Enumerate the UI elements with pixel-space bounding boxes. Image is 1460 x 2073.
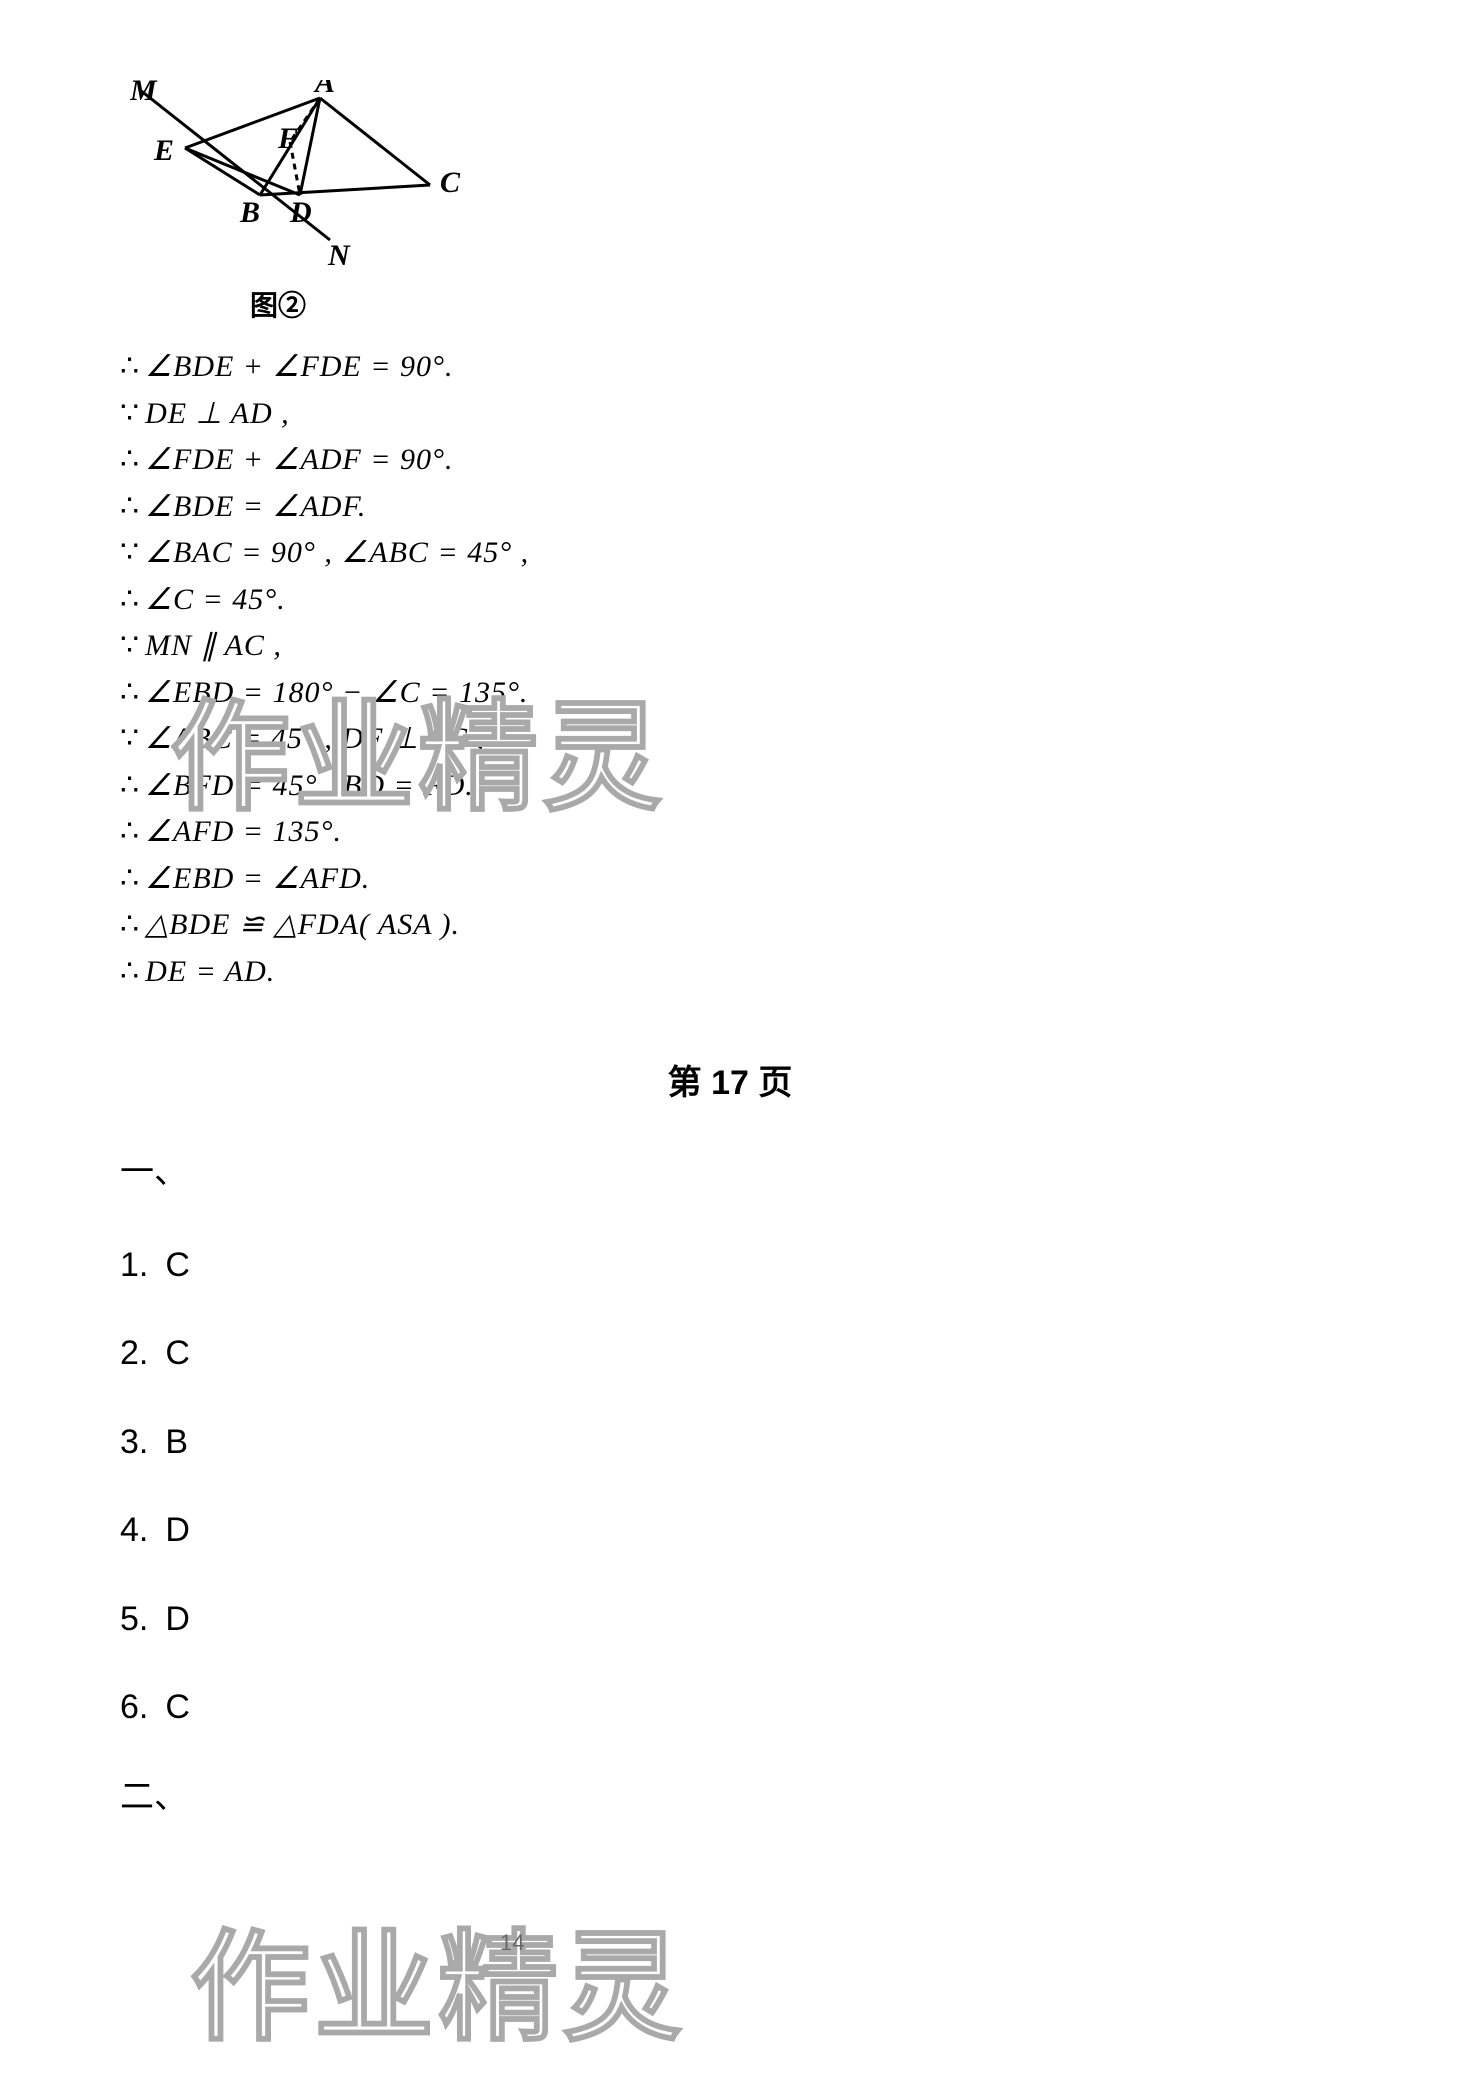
proof-symbol: ∴ xyxy=(120,583,139,616)
svg-text:C: C xyxy=(440,166,461,199)
diagram-svg: M A E F BD C N xyxy=(130,80,490,280)
proof-symbol: ∴ xyxy=(120,490,139,523)
proof-symbol: ∵ xyxy=(120,397,139,430)
proof-symbol: ∴ xyxy=(120,815,139,848)
proof-symbol: ∴ xyxy=(120,676,139,709)
proof-symbol: ∴ xyxy=(120,443,139,476)
answer-number: 1. xyxy=(120,1246,148,1284)
answer-value: D xyxy=(165,1600,190,1638)
proof-symbol: ∴ xyxy=(120,769,139,802)
proof-line: ∴∠FDE + ∠ADF = 90°. xyxy=(120,437,1340,484)
proof-line: ∴DE = AD. xyxy=(120,949,1340,996)
proof-text: ∠EBD = 180° − ∠C = 135°. xyxy=(145,676,528,709)
page-marker: 第 17 页 xyxy=(120,1055,1340,1104)
proof-text: DE ⊥ AD , xyxy=(145,397,290,430)
proof-text: ∠BDE = ∠ADF. xyxy=(145,490,366,523)
svg-text:D: D xyxy=(289,196,312,229)
answer-number: 6. xyxy=(120,1688,148,1726)
proof-line: ∴∠EBD = ∠AFD. xyxy=(120,856,1340,903)
proof-line: ∴∠EBD = 180° − ∠C = 135°. xyxy=(120,670,1340,717)
svg-text:A: A xyxy=(313,80,335,99)
svg-text:M: M xyxy=(130,80,158,107)
answers-block: 1. C2. C3. B4. D5. D6. C xyxy=(120,1221,1340,1751)
answer-value: B xyxy=(165,1423,188,1461)
proof-symbol: ∴ xyxy=(120,908,139,941)
answer-value: C xyxy=(165,1246,190,1284)
answer-line: 5. D xyxy=(120,1575,1340,1663)
watermark-bottom: 作业精灵 xyxy=(190,1890,686,2064)
section-one-heading: 一、 xyxy=(120,1144,1340,1193)
diagram-caption: 图② xyxy=(250,284,1340,324)
answer-value: D xyxy=(165,1511,190,1549)
answer-number: 4. xyxy=(120,1511,148,1549)
proof-symbol: ∵ xyxy=(120,722,139,755)
proof-text: ∠AFD = 135°. xyxy=(145,815,342,848)
answer-line: 3. B xyxy=(120,1398,1340,1486)
answer-line: 6. C xyxy=(120,1663,1340,1751)
proof-line: ∴∠BFD = 45° , BD = FD. xyxy=(120,763,1340,810)
proof-symbol: ∴ xyxy=(120,955,139,988)
proof-text: ∠BFD = 45° , BD = FD. xyxy=(145,769,474,802)
proof-symbol: ∵ xyxy=(120,629,139,662)
answer-line: 1. C xyxy=(120,1221,1340,1309)
answer-value: C xyxy=(165,1688,190,1726)
answer-line: 2. C xyxy=(120,1309,1340,1397)
proof-text: ∠FDE + ∠ADF = 90°. xyxy=(145,443,453,476)
answer-value: C xyxy=(165,1334,190,1372)
section-two-heading: 二、 xyxy=(120,1769,1340,1818)
proof-symbol: ∴ xyxy=(120,862,139,895)
svg-text:F: F xyxy=(277,122,298,155)
proof-line: ∴∠AFD = 135°. xyxy=(120,809,1340,856)
proof-line: ∴∠BDE = ∠ADF. xyxy=(120,484,1340,531)
proof-symbol: ∴ xyxy=(120,350,139,383)
proof-text: ∠BAC = 90° , ∠ABC = 45° , xyxy=(145,536,529,569)
proof-text: ∠ABC = 45° , DF ⊥ BC , xyxy=(145,722,485,755)
footer-page-number: 14 xyxy=(500,1930,524,1956)
proof-text: ∠C = 45°. xyxy=(145,583,286,616)
svg-text:N: N xyxy=(327,239,351,272)
proof-block: ∴∠BDE + ∠FDE = 90°.∵DE ⊥ AD ,∴∠FDE + ∠AD… xyxy=(120,344,1340,995)
answer-line: 4. D xyxy=(120,1486,1340,1574)
proof-text: DE = AD. xyxy=(145,955,275,988)
proof-text: △BDE ≌ △FDA( ASA ). xyxy=(145,908,460,941)
answer-number: 2. xyxy=(120,1334,148,1372)
proof-line: ∵∠BAC = 90° , ∠ABC = 45° , xyxy=(120,530,1340,577)
svg-text:E: E xyxy=(153,134,174,167)
proof-text: ∠EBD = ∠AFD. xyxy=(145,862,370,895)
proof-line: ∵DE ⊥ AD , xyxy=(120,391,1340,438)
proof-line: ∴∠BDE + ∠FDE = 90°. xyxy=(120,344,1340,391)
proof-text: MN ∥ AC , xyxy=(145,629,282,662)
proof-line: ∵MN ∥ AC , xyxy=(120,623,1340,670)
proof-symbol: ∵ xyxy=(120,536,139,569)
answer-number: 5. xyxy=(120,1600,148,1638)
proof-line: ∵∠ABC = 45° , DF ⊥ BC , xyxy=(120,716,1340,763)
geometry-diagram: M A E F BD C N 图② xyxy=(130,80,1340,324)
answer-number: 3. xyxy=(120,1423,148,1461)
svg-text:B: B xyxy=(239,196,260,229)
proof-text: ∠BDE + ∠FDE = 90°. xyxy=(145,350,453,383)
proof-line: ∴∠C = 45°. xyxy=(120,577,1340,624)
proof-line: ∴△BDE ≌ △FDA( ASA ). xyxy=(120,902,1340,949)
